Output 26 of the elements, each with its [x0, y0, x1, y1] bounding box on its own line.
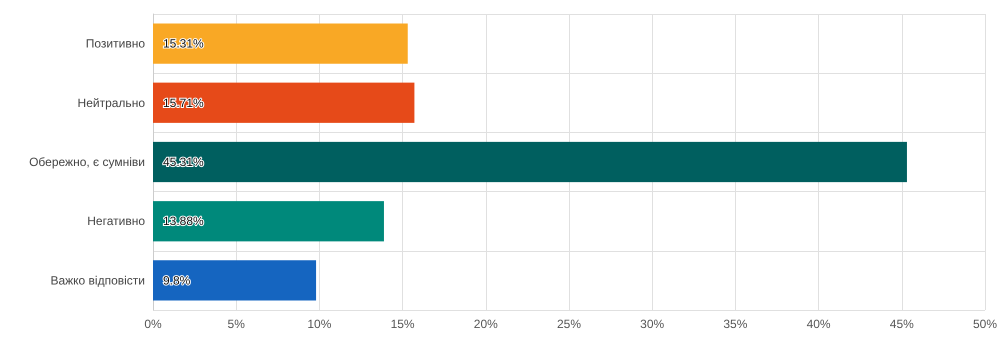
- bar: [153, 82, 414, 123]
- data-label: 9.8%: [163, 273, 191, 288]
- x-tick-label: 25%: [556, 317, 582, 331]
- y-tick-label: Важко відповісти: [50, 273, 145, 288]
- data-label: 15.31%: [163, 36, 204, 51]
- y-tick-label: Нейтрально: [78, 96, 146, 110]
- y-tick-label: Негативно: [87, 214, 146, 228]
- x-tick-label: 35%: [723, 317, 748, 331]
- y-tick-label: Позитивно: [86, 36, 146, 51]
- x-tick-label: 20%: [474, 317, 498, 331]
- x-tick-label: 45%: [890, 317, 914, 331]
- y-tick-label: Обережно, є сумніви: [29, 155, 145, 169]
- bar: [153, 201, 384, 242]
- data-label: 13.88%: [163, 214, 204, 228]
- bar: [153, 142, 907, 182]
- x-tick-label: 30%: [640, 317, 665, 331]
- bar: [153, 260, 316, 301]
- bar: [153, 23, 408, 64]
- data-label: 45.31%: [163, 155, 204, 169]
- x-tick-label: 40%: [806, 317, 831, 331]
- x-tick-label: 5%: [228, 317, 246, 331]
- data-label: 15.71%: [163, 96, 204, 110]
- x-tick-label: 10%: [307, 317, 332, 331]
- x-tick-label: 50%: [972, 317, 998, 331]
- x-tick-label: 15%: [390, 317, 415, 331]
- x-tick-label: 0%: [144, 317, 162, 331]
